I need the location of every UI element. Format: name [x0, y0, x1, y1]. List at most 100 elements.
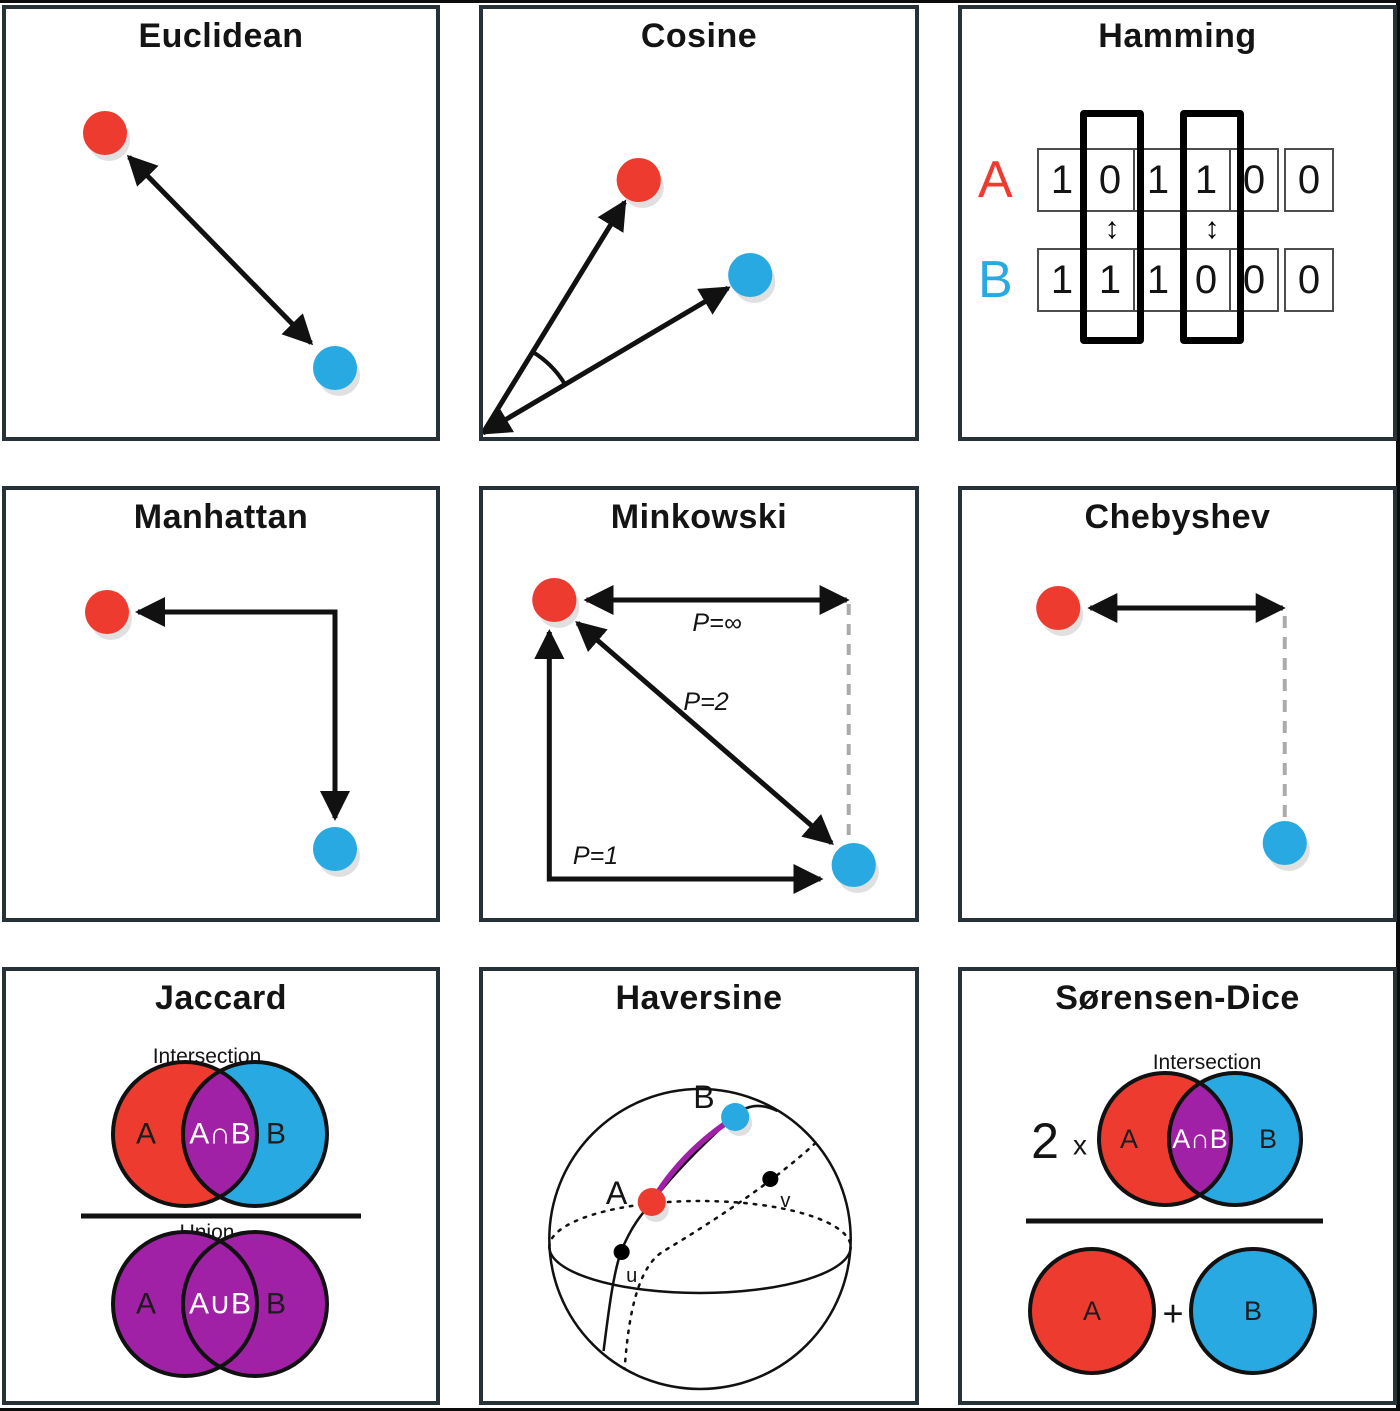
vector-a-arrow: [483, 199, 627, 435]
times-text: x: [1073, 1130, 1087, 1161]
sorensen-dice-diagram: Intersection 2 x A A∩B B A B +: [1026, 1051, 1323, 1375]
bit-cell: 0: [1229, 248, 1279, 312]
panel-title: Chebyshev: [1084, 498, 1271, 536]
blue-point: [728, 253, 773, 297]
set-b-label: B: [1244, 1296, 1262, 1326]
blue-point: [313, 827, 357, 871]
point-b-dot: [721, 1103, 750, 1131]
point-v-dot: [762, 1171, 779, 1187]
manhattan-diagram: [85, 590, 360, 877]
set-b-outline: [1167, 1071, 1303, 1207]
bit-row-b: B 1 1 1 0 0 0: [962, 248, 1393, 312]
row-a-label: A: [978, 151, 1013, 209]
set-b-circle: [1189, 1247, 1317, 1375]
row-a-cells: 1 0 1 1 0 0: [1037, 148, 1334, 212]
red-point: [532, 578, 577, 622]
point-b-label: B: [693, 1079, 714, 1115]
intersection-region: [1169, 1073, 1231, 1205]
panel-manhattan: Manhattan: [2, 486, 440, 922]
bit-cell: 0: [1229, 148, 1279, 212]
cosine-diagram: [483, 158, 776, 436]
set-a-outline: [1097, 1071, 1233, 1207]
jaccard-diagram: Intersection A A∩B B Union A A∪B: [81, 1045, 361, 1378]
row-b-cells: 1 1 1 0 0 0: [1037, 248, 1334, 312]
equator-back-dotted: [548, 1199, 852, 1249]
union-venn: A A∪B B: [111, 1230, 329, 1378]
panel-title: Cosine: [640, 17, 758, 55]
diff-column-highlight: [1180, 110, 1244, 344]
hamming-diagram: A 1 0 1 1 0 0 ↕ ↕ B 1 1 1 0 0: [962, 9, 1393, 437]
set-b-label: B: [266, 1118, 286, 1151]
panel-sorensen-dice: Sørensen-Dice Intersection 2 x A A∩B B: [958, 967, 1397, 1405]
set-a-label: A: [136, 1288, 156, 1321]
panel-title: Minkowski: [610, 498, 788, 536]
minkowski-diagram: P=∞ P=2 P=1: [532, 578, 879, 894]
set-a-label: A: [136, 1118, 156, 1151]
haversine-diagram: A B u v: [548, 1079, 852, 1391]
intersection-venn: A A∩B B: [1097, 1071, 1303, 1207]
set-a-outline: [111, 1060, 259, 1208]
panel-title: Jaccard: [154, 979, 288, 1017]
p1-path-arrow: [534, 629, 824, 894]
p1-label: P=1: [573, 842, 618, 870]
point-v-label: v: [780, 1190, 790, 1212]
euclidean-diagram: [83, 111, 360, 396]
blue-point: [1262, 821, 1307, 865]
panel-title: Manhattan: [133, 498, 309, 536]
panel-cosine: Cosine: [479, 5, 919, 441]
equator-front: [548, 1246, 852, 1295]
diff-arrow-icon: ↕: [1204, 212, 1220, 245]
set-a-label: A: [1083, 1296, 1101, 1326]
blue-point: [313, 346, 357, 390]
sphere-outline: [548, 1087, 852, 1391]
panel-haversine: Haversine A B u v: [479, 967, 919, 1405]
red-point: [83, 111, 127, 155]
diff-column-highlight: [1080, 110, 1144, 344]
manhattan-path-arrow: [135, 597, 350, 821]
panel-minkowski: Minkowski P=∞ P=2 P=1: [479, 486, 919, 922]
panel-euclidean: Euclidean: [2, 5, 440, 441]
euclidean-distance-arrow: [126, 154, 314, 346]
panel-chebyshev: Chebyshev: [958, 486, 1397, 922]
intersection-text: A∩B: [189, 1118, 251, 1151]
vector-b-arrow: [483, 285, 731, 436]
red-point: [1036, 586, 1081, 630]
point-a-dot: [637, 1188, 666, 1216]
multiplier-text: 2: [1031, 1113, 1059, 1169]
set-b-label: B: [266, 1288, 286, 1321]
panel-title: Haversine: [615, 979, 783, 1017]
set-b-outline: [181, 1060, 329, 1208]
panel-title: Euclidean: [138, 17, 304, 55]
red-point: [616, 158, 661, 202]
point-u-label: u: [626, 1265, 637, 1287]
metrics-grid: Euclidean Cosine: [0, 3, 1397, 1407]
bit-cell: 0: [1284, 248, 1334, 312]
point-a-label: A: [606, 1175, 628, 1211]
set-b-label: B: [1259, 1124, 1277, 1154]
chebyshev-diagram: [1036, 586, 1310, 871]
sum-of-sets: A B +: [1028, 1247, 1317, 1375]
p2-arrow: [575, 621, 834, 845]
intersection-label: Intersection: [1153, 1051, 1262, 1074]
red-point: [85, 590, 129, 634]
geodesic-line: [649, 1114, 738, 1205]
set-a-label: A: [1120, 1124, 1138, 1154]
plus-sign: +: [1162, 1293, 1183, 1334]
set-a-outline: [111, 1230, 259, 1378]
panel-title: Hamming: [1098, 17, 1257, 55]
panel-hamming: Hamming A 1 0 1 1 0 0 ↕ ↕ B 1 1: [958, 5, 1397, 441]
bit-row-a: A 1 0 1 1 0 0: [962, 148, 1393, 212]
angle-arc: [531, 350, 567, 386]
blue-point: [831, 843, 876, 887]
row-b-label: B: [978, 251, 1013, 309]
intersection-text: A∩B: [1172, 1124, 1227, 1154]
panel-jaccard: Jaccard Intersection A A∩B B Union: [2, 967, 440, 1405]
p-infinity-label: P=∞: [692, 609, 741, 637]
intersection-venn: A A∩B B: [111, 1060, 329, 1208]
panel-title: Sørensen-Dice: [1055, 979, 1300, 1017]
p2-label: P=2: [683, 688, 728, 716]
set-b-outline: [181, 1230, 329, 1378]
bit-cell: 0: [1284, 148, 1334, 212]
meridian-arc: [602, 1104, 778, 1352]
set-a-circle: [1028, 1247, 1156, 1375]
